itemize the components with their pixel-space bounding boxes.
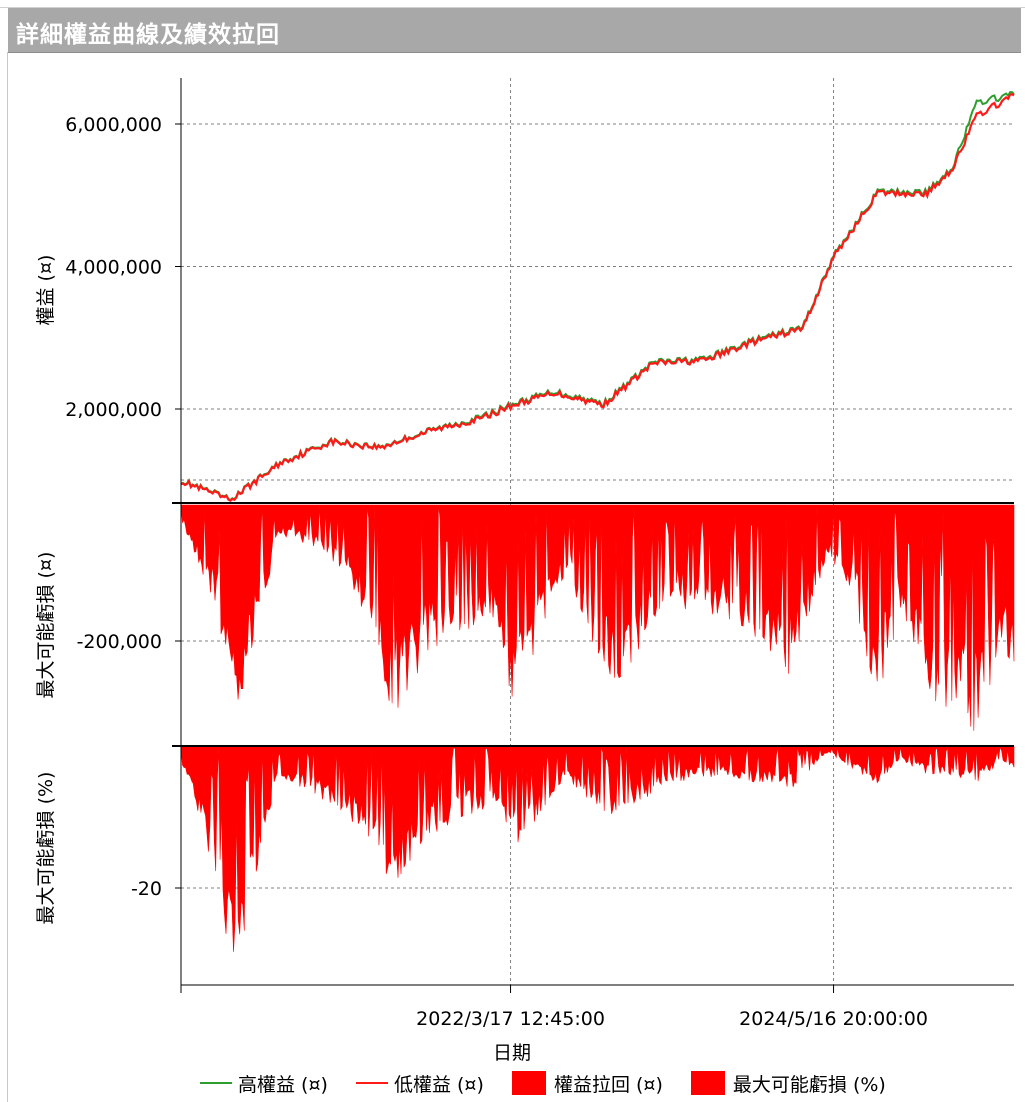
x-tick-label: 2024/5/16 20:00:00 — [739, 1008, 928, 1030]
chart-legend: 高權益 (¤) 低權益 (¤) 權益拉回 (¤) 最大可能虧損 (%) — [200, 1070, 914, 1096]
equity-axis-title: 權益 (¤) — [35, 255, 57, 326]
legend-label: 權益拉回 (¤) — [553, 1073, 663, 1096]
y-tick-label: 2,000,000 — [65, 399, 162, 421]
legend-label: 低權益 (¤) — [393, 1073, 484, 1096]
drawdown-amount-axis-title: 最大可能虧損 (¤) — [35, 552, 57, 699]
legend-item-max-loss-percent[interactable]: 最大可能虧損 (%) — [690, 1070, 886, 1097]
legend-item-high-equity[interactable]: 高權益 (¤) — [200, 1070, 328, 1097]
legend-box-swatch — [511, 1071, 546, 1095]
legend-item-equity-drawdown[interactable]: 權益拉回 (¤) — [511, 1070, 663, 1097]
y-tick-label: 4,000,000 — [65, 257, 162, 279]
legend-label: 高權益 (¤) — [238, 1073, 328, 1096]
high-equity-line — [180, 91, 1015, 502]
legend-line-swatch — [355, 1082, 388, 1084]
window-titlebar: 詳細權益曲線及績效拉回 — [8, 8, 1021, 53]
legend-label: 最大可能虧損 (%) — [732, 1073, 886, 1096]
legend-box-swatch — [690, 1071, 725, 1095]
drawdown-percent-axis-title: 最大可能虧損 (%) — [35, 772, 57, 925]
window-left-border — [7, 52, 8, 1102]
legend-line-swatch — [200, 1082, 232, 1084]
y-tick-label: 6,000,000 — [65, 114, 162, 136]
window-top-border — [0, 7, 1025, 8]
equity-drawdown-area — [180, 504, 1015, 731]
x-tick-label: 2022/3/17 12:45:00 — [416, 1008, 605, 1030]
x-axis-title: 日期 — [493, 1042, 531, 1064]
y-tick-label: -200,000 — [77, 631, 162, 653]
y-tick-label: -20 — [131, 878, 162, 900]
window-title: 詳細權益曲線及績效拉回 — [16, 22, 280, 48]
max-loss-percent-area — [180, 745, 1015, 952]
low-equity-line — [180, 92, 1015, 503]
legend-item-low-equity[interactable]: 低權益 (¤) — [355, 1070, 484, 1097]
